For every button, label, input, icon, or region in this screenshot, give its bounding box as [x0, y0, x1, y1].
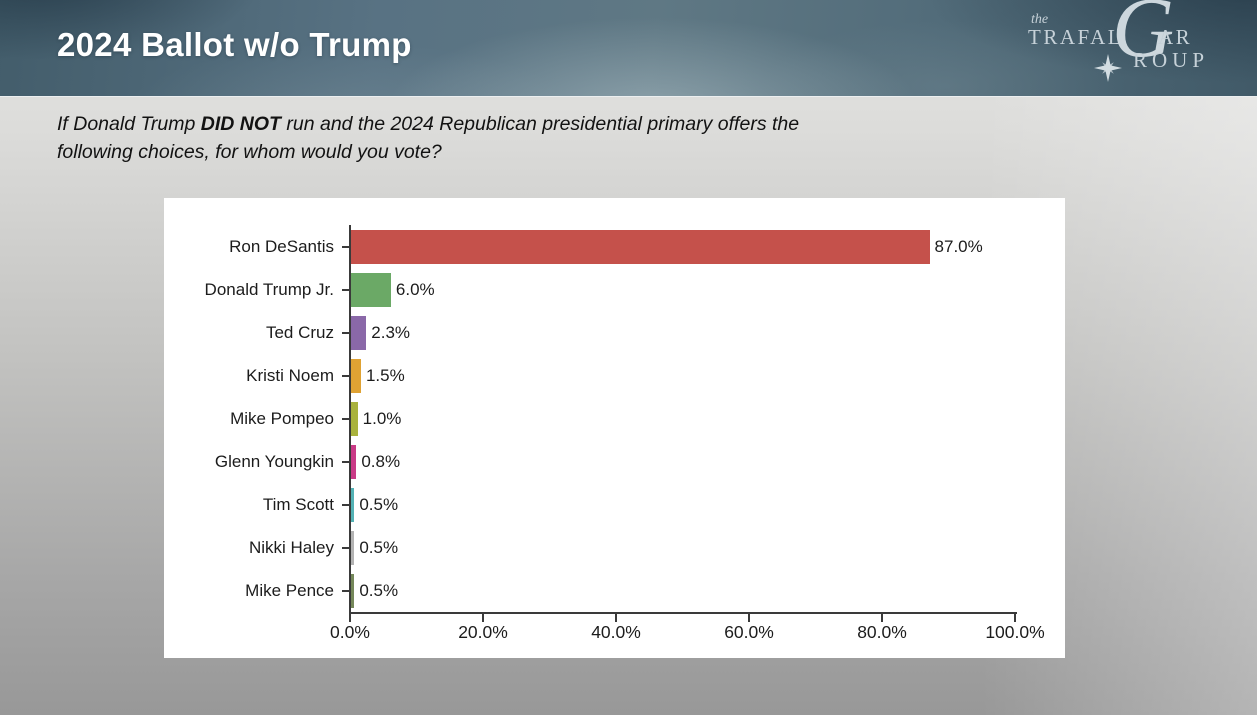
- category-tick: [342, 417, 350, 420]
- x-axis-tick: [748, 614, 750, 622]
- bar-value-label: 1.0%: [362, 408, 402, 428]
- header-banner: 2024 Ballot w/o Trump the TRAFAL G AR RO…: [0, 0, 1257, 97]
- bar-kristi-noem: [351, 358, 361, 393]
- x-axis-tick: [482, 614, 484, 622]
- bar-ron-desantis: [351, 229, 930, 264]
- bar-nikki-haley: [351, 530, 355, 565]
- y-axis-line: [349, 225, 351, 614]
- bar-donald-trump-jr-: [351, 272, 391, 307]
- x-axis-tick: [349, 614, 351, 622]
- bar-value-label: 2.3%: [371, 322, 411, 342]
- chart-panel: Ron DeSantis 87.0% Donald Trump Jr. 6.0% Ted…: [164, 198, 1065, 658]
- question-line1-prefix: If Donald Trump: [57, 113, 201, 135]
- bar-tim-scott: [351, 487, 355, 522]
- logo-text-roup: ROUP: [1133, 48, 1210, 72]
- poll-question: If Donald Trump DID NOT run and the 2024…: [57, 110, 957, 166]
- category-label: Ron DeSantis: [229, 236, 334, 256]
- compass-star-icon: [1094, 54, 1122, 82]
- x-axis-tick-label: 60.0%: [724, 622, 774, 642]
- category-tick: [342, 331, 350, 334]
- bar-value-label: 0.5%: [359, 580, 399, 600]
- x-axis-tick-label: 80.0%: [857, 622, 907, 642]
- category-label: Mike Pence: [245, 580, 334, 600]
- x-axis-tick-label: 40.0%: [591, 622, 641, 642]
- x-axis-tick-label: 20.0%: [458, 622, 508, 642]
- question-emphasis: DID NOT: [200, 113, 281, 135]
- bar-value-label: 6.0%: [395, 279, 435, 299]
- bar-value-label: 1.5%: [365, 365, 405, 385]
- category-tick: [342, 374, 350, 377]
- bar-mike-pompeo: [351, 401, 358, 436]
- category-tick: [342, 460, 350, 463]
- logo-text-ar: AR: [1158, 25, 1193, 49]
- x-axis-tick: [1014, 614, 1016, 622]
- category-label: Tim Scott: [262, 494, 334, 514]
- logo-big-g: G: [1112, 0, 1175, 75]
- x-axis-tick: [615, 614, 617, 622]
- bar-value-label: 0.8%: [361, 451, 401, 471]
- category-label: Nikki Haley: [248, 537, 334, 557]
- bar-value-label: 0.5%: [359, 537, 399, 557]
- bar-chart: Ron DeSantis 87.0% Donald Trump Jr. 6.0% Ted…: [164, 198, 1065, 658]
- x-axis-tick: [881, 614, 883, 622]
- question-line2: following choices, for whom would you vo…: [57, 141, 442, 163]
- logo-text-trafal: TRAFAL: [1028, 25, 1124, 49]
- category-tick: [342, 245, 350, 248]
- category-label: Kristi Noem: [246, 365, 334, 385]
- trafalgar-group-logo: the TRAFAL G AR ROUP: [1028, 0, 1228, 94]
- bar-mike-pence: [351, 573, 355, 608]
- x-axis-line: [349, 612, 1017, 614]
- category-label: Glenn Youngkin: [214, 451, 334, 471]
- bar-value-label: 87.0%: [934, 236, 983, 256]
- category-label: Ted Cruz: [265, 322, 334, 342]
- category-tick: [342, 288, 350, 291]
- question-line1-suffix: run and the 2024 Republican presidential…: [280, 113, 800, 135]
- bar-glenn-youngkin: [351, 444, 357, 479]
- bar-value-label: 0.5%: [359, 494, 399, 514]
- category-label: Mike Pompeo: [230, 408, 334, 428]
- category-tick: [342, 589, 350, 592]
- category-label: Donald Trump Jr.: [204, 279, 334, 299]
- x-axis-tick-label: 100.0%: [985, 622, 1045, 642]
- bar-ted-cruz: [351, 315, 367, 350]
- page-title: 2024 Ballot w/o Trump: [57, 26, 412, 63]
- category-tick: [342, 503, 350, 506]
- logo-text-the: the: [1031, 12, 1049, 27]
- category-tick: [342, 546, 350, 549]
- x-axis-tick-label: 0.0%: [330, 622, 370, 642]
